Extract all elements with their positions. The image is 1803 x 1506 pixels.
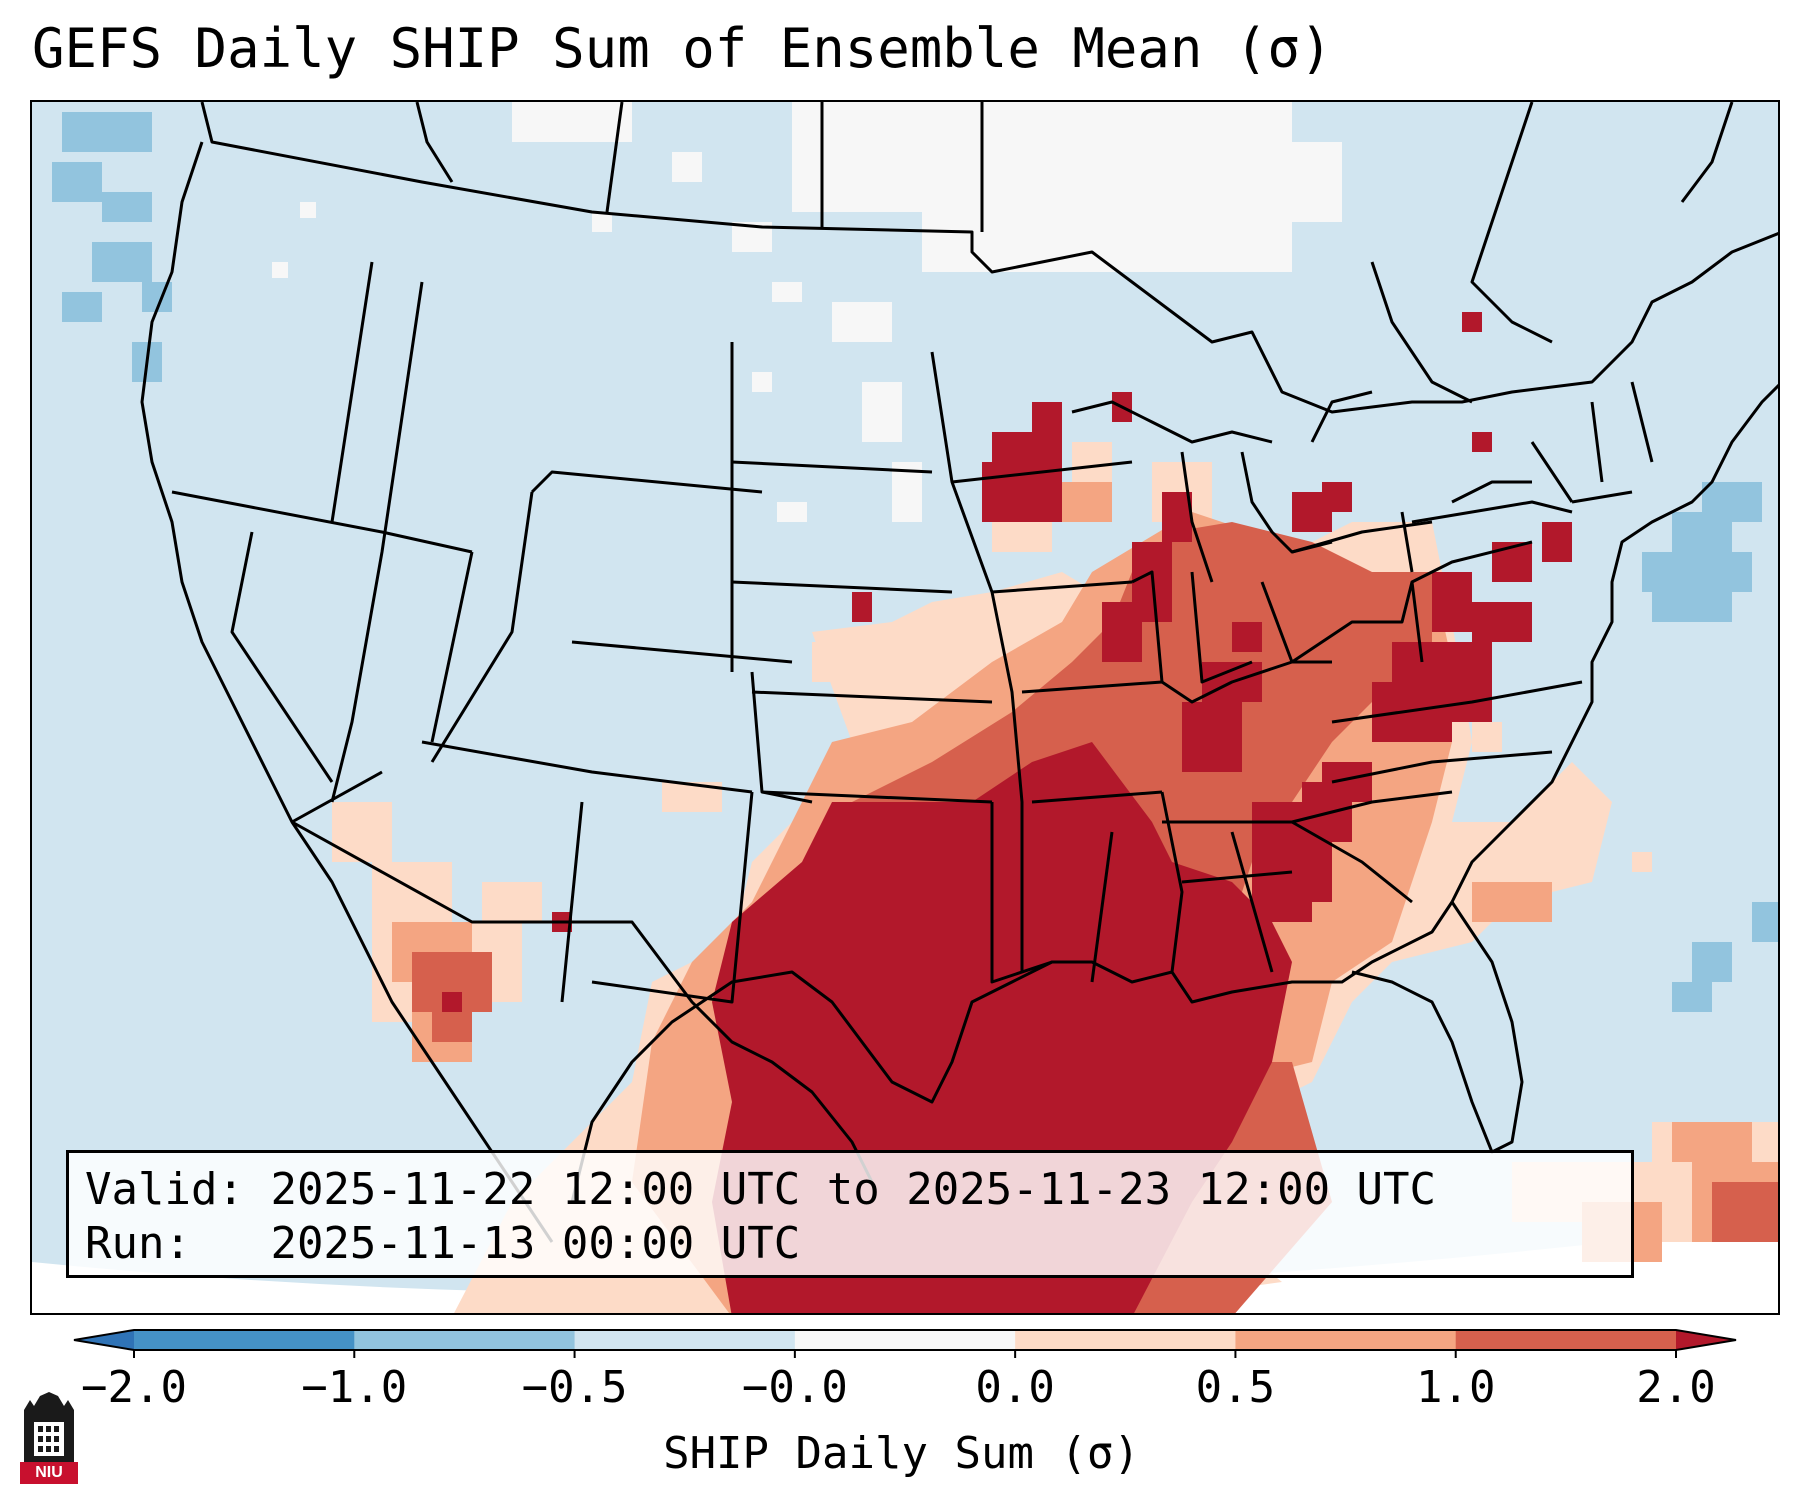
colorbar-segment (794, 1330, 1016, 1350)
colorbar-segment (134, 1330, 355, 1350)
run-label: Run: (85, 1218, 191, 1269)
colorbar-segment (354, 1330, 576, 1350)
valid-run-info-box: Valid: 2025-11-22 12:00 UTC to 2025-11-2… (66, 1150, 1634, 1278)
colorbar-label: SHIP Daily Sum (σ) (663, 1428, 1140, 1479)
run-value: 2025-11-13 00:00 UTC (270, 1218, 801, 1269)
run-line: Run: 2025-11-13 00:00 UTC (85, 1217, 1615, 1271)
niu-logo: NIU (20, 1392, 78, 1484)
colorbar-tick-label: 2.0 (1636, 1362, 1716, 1413)
colorbar-tick-label: −1.0 (301, 1362, 408, 1413)
boundary-lines (140, 102, 1778, 1243)
colorbar-arrow-max (1676, 1330, 1736, 1350)
valid-line: Valid: 2025-11-22 12:00 UTC to 2025-11-2… (85, 1163, 1615, 1217)
map-canvas (32, 102, 1778, 1313)
canada-neutral-patches (272, 102, 1342, 522)
projection-edge (32, 1222, 1778, 1313)
niu-logo-icon (24, 1392, 74, 1464)
colorbar-tick-label: 0.0 (975, 1362, 1055, 1413)
colorbar (73, 1329, 1737, 1358)
niu-logo-text: NIU (20, 1462, 78, 1484)
colorbar-tick-label: 0.5 (1195, 1362, 1276, 1413)
colorbar-tick-label: −0.0 (741, 1362, 848, 1413)
colorbar-arrow-min (74, 1330, 134, 1350)
valid-label: Valid: (85, 1164, 244, 1215)
colorbar-segment (1235, 1330, 1457, 1350)
valid-value: 2025-11-22 12:00 UTC to 2025-11-23 12:00… (270, 1164, 1437, 1215)
colorbar-segment (1015, 1330, 1236, 1350)
map-panel (30, 100, 1780, 1315)
negative-patches (52, 112, 1778, 1012)
colorbar-tick-label: −2.0 (81, 1362, 187, 1413)
chart-title: GEFS Daily SHIP Sum of Ensemble Mean (σ) (32, 17, 1333, 80)
colorbar-segment (1455, 1330, 1677, 1350)
colorbar-tick-label: 1.0 (1415, 1362, 1496, 1413)
colorbar-tick-label: −0.5 (521, 1362, 628, 1413)
colorbar-segment (574, 1330, 796, 1350)
